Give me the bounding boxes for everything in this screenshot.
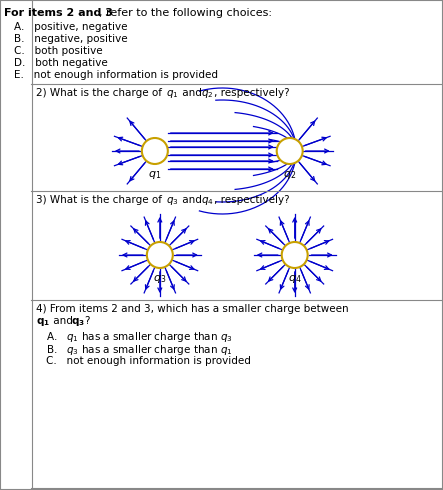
Text: , respectively?: , respectively? [214,195,289,205]
Circle shape [142,138,168,164]
Text: 2) What is the charge of: 2) What is the charge of [36,88,165,98]
Text: D.   both negative: D. both negative [14,58,108,68]
Text: $q_2$: $q_2$ [283,169,296,181]
Text: A.   positive, negative: A. positive, negative [14,22,128,32]
Text: and: and [179,195,205,205]
Text: ?: ? [84,316,89,326]
Text: C.   both positive: C. both positive [14,46,103,56]
Text: and: and [179,88,205,98]
Text: $q_1$: $q_1$ [166,88,179,100]
Text: 3) What is the charge of: 3) What is the charge of [36,195,165,205]
Text: and: and [50,316,76,326]
Text: B.   $q_3$ has a smaller charge than $q_1$: B. $q_3$ has a smaller charge than $q_1$ [46,343,233,357]
Text: $q_2$: $q_2$ [201,88,213,100]
Text: A.   $q_1$ has a smaller charge than $q_3$: A. $q_1$ has a smaller charge than $q_3$ [46,330,233,344]
Text: $q_3$: $q_3$ [153,273,167,285]
Text: For items 2 and 3: For items 2 and 3 [4,8,113,18]
Text: $\mathbf{q_1}$: $\mathbf{q_1}$ [36,316,50,328]
Text: , respectively?: , respectively? [214,88,289,98]
Text: $\mathbf{q_3}$: $\mathbf{q_3}$ [71,316,85,328]
Text: , refer to the following choices:: , refer to the following choices: [99,8,272,18]
Text: $q_3$: $q_3$ [166,195,179,207]
Circle shape [282,242,308,268]
Text: C.   not enough information is provided: C. not enough information is provided [46,356,251,366]
Text: $q_1$: $q_1$ [148,169,162,181]
Circle shape [147,242,173,268]
Text: E.   not enough information is provided: E. not enough information is provided [14,70,218,80]
Circle shape [277,138,303,164]
Text: 4) From items 2 and 3, which has a smaller charge between: 4) From items 2 and 3, which has a small… [36,304,352,314]
Text: $q_4$: $q_4$ [201,195,214,207]
Text: B.   negative, positive: B. negative, positive [14,34,128,44]
Text: $q_4$: $q_4$ [288,273,302,285]
